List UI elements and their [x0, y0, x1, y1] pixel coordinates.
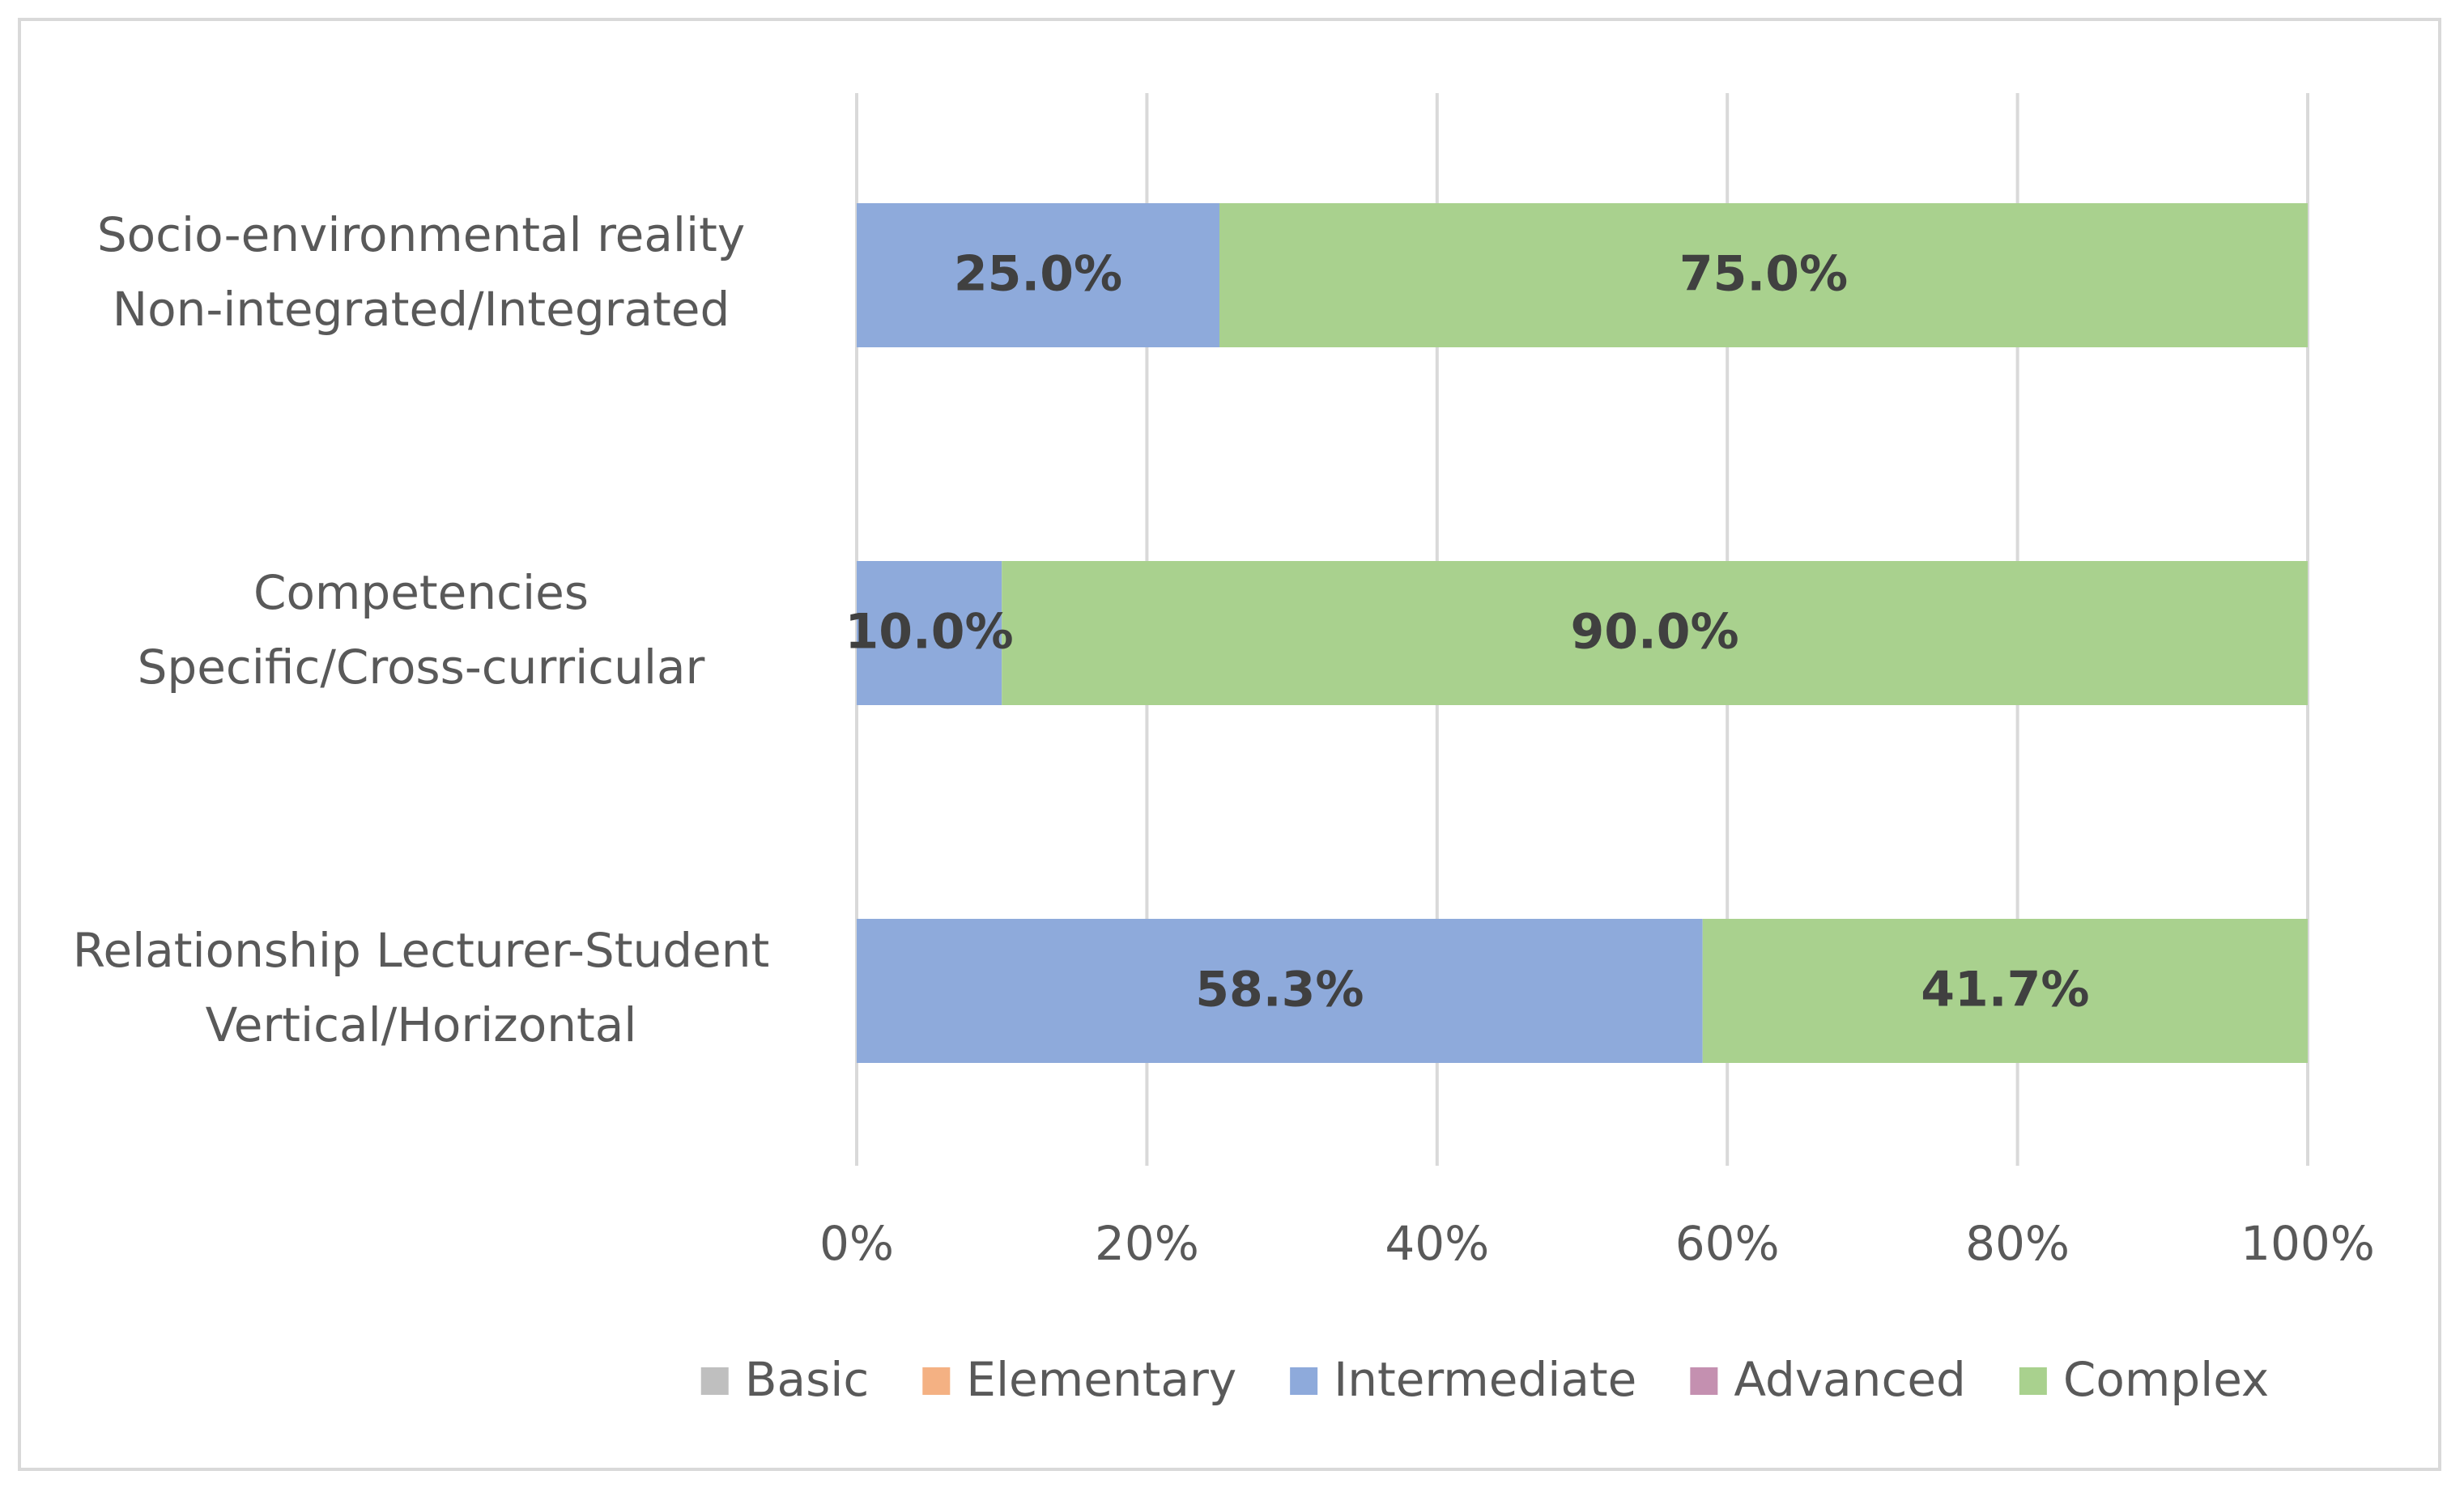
data-label-complex-1: 90.0%: [1571, 604, 1739, 661]
category-label-0-line-0: Socio-environmental reality: [97, 207, 745, 262]
x-tick-label: 0%: [819, 1216, 894, 1271]
bar-complex-2: [1702, 919, 2308, 1063]
category-label-2-line-0: Relationship Lecturer-Student: [73, 923, 769, 978]
category-label-1-line-0: Competencies: [253, 565, 589, 620]
bar-intermediate-0: [857, 203, 1219, 347]
data-label-complex-2: 41.7%: [1921, 962, 2089, 1018]
data-label-intermediate-0: 25.0%: [954, 246, 1122, 303]
legend-label-intermediate: Intermediate: [1334, 1352, 1636, 1407]
bar-intermediate-1: [857, 561, 1002, 705]
data-label-intermediate-2: 58.3%: [1195, 962, 1364, 1018]
legend-item-basic: Basic: [700, 1352, 870, 1407]
category-labels: Socio-environmental reality Non-integrate…: [73, 207, 769, 1052]
data-label-intermediate-1: 10.0%: [845, 604, 1014, 661]
bar-intermediate-2: [857, 919, 1703, 1063]
legend-label-advanced: Advanced: [1734, 1352, 1966, 1407]
x-tick-label: 100%: [2241, 1216, 2375, 1271]
category-label-1-line-1: Specific/Cross-curricular: [138, 640, 705, 695]
data-label-complex-0: 75.0%: [1679, 246, 1848, 303]
category-label-2-line-1: Vertical/Horizontal: [206, 997, 637, 1052]
legend-label-elementary: Elementary: [966, 1352, 1236, 1407]
bar-complex-1: [1002, 561, 2308, 705]
legend-swatch-elementary: [922, 1367, 951, 1395]
x-tick-label: 20%: [1095, 1216, 1199, 1271]
legend-swatch-complex: [2019, 1367, 2047, 1395]
category-label-0-line-1: Non-integrated/Integrated: [113, 282, 730, 337]
x-tick-label: 80%: [1965, 1216, 2070, 1271]
legend: Basic Elementary Intermediate Advanced Compl…: [700, 1352, 2269, 1407]
legend-item-complex: Complex: [2019, 1352, 2269, 1407]
bar-complex-0: [1219, 203, 2308, 347]
legend-swatch-basic: [700, 1367, 729, 1395]
legend-label-complex: Complex: [2063, 1352, 2269, 1407]
legend-swatch-intermediate: [1290, 1367, 1318, 1395]
legend-item-advanced: Advanced: [1690, 1352, 1966, 1407]
legend-item-intermediate: Intermediate: [1290, 1352, 1636, 1407]
bars: [857, 203, 2308, 1063]
legend-swatch-advanced: [1690, 1367, 1718, 1395]
x-tick-label: 60%: [1675, 1216, 1780, 1271]
legend-label-basic: Basic: [745, 1352, 870, 1407]
x-axis-ticks: 0% 20% 40% 60% 80% 100%: [819, 1216, 2375, 1271]
x-tick-label: 40%: [1385, 1216, 1489, 1271]
legend-item-elementary: Elementary: [922, 1352, 1236, 1407]
data-labels: 25.0% 75.0% 10.0% 90.0% 58.3% 41.7%: [845, 246, 2090, 1018]
